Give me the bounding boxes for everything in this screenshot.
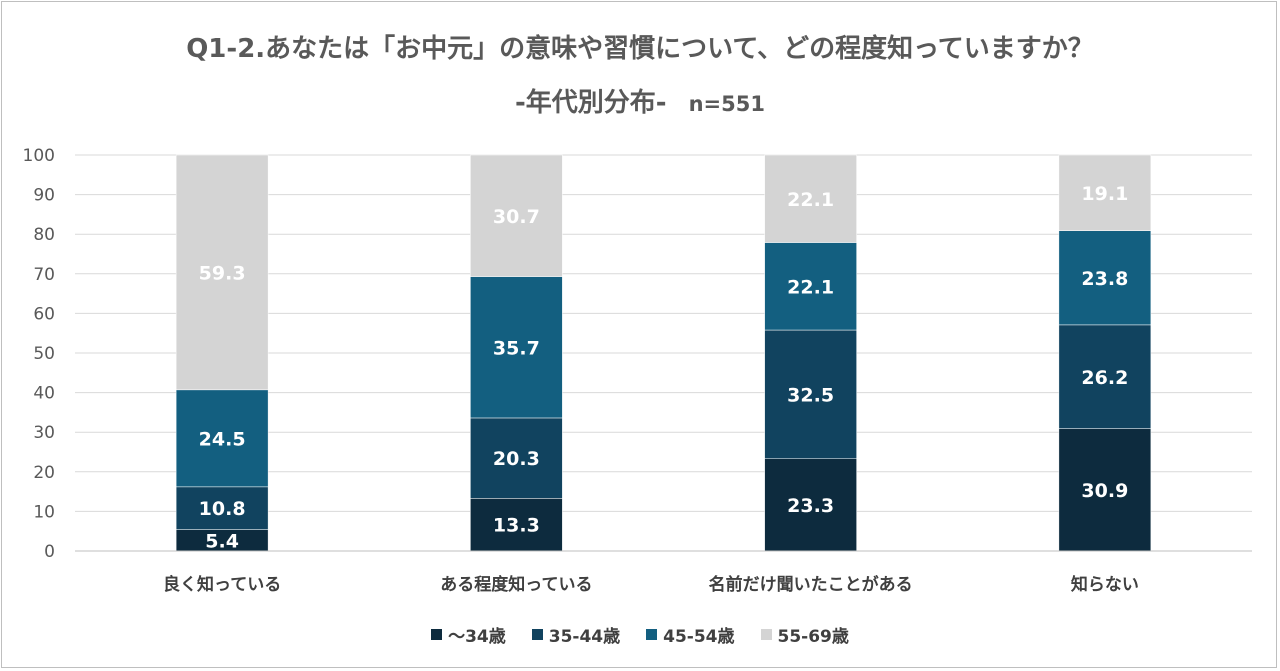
- data-label: 22.1: [787, 276, 834, 298]
- y-tick-label: 20: [33, 463, 55, 483]
- y-tick-label: 70: [33, 265, 55, 285]
- legend-label: 35-44歳: [548, 627, 621, 647]
- y-tick-label: 90: [33, 186, 55, 206]
- bar-segment: [470, 417, 563, 499]
- data-label: 32.5: [787, 384, 834, 406]
- legend-item: 55-69歳: [760, 622, 849, 647]
- data-label: 19.1: [1081, 183, 1128, 205]
- data-label: 20.3: [493, 448, 540, 470]
- legend-swatch: [531, 629, 543, 640]
- bar-segment: [175, 389, 269, 488]
- data-label: 23.8: [1081, 268, 1128, 290]
- legend: 〜34歳 35-44歳 45-54歳 55-69歳: [0, 622, 1280, 647]
- data-label: 23.3: [787, 495, 834, 517]
- y-tick-label: 50: [33, 344, 55, 364]
- legend-swatch: [646, 629, 658, 640]
- legend-item: 35-44歳: [531, 622, 621, 647]
- bar-segment: [1058, 230, 1152, 326]
- y-tick-label: 60: [33, 304, 55, 324]
- bar-segment: [1058, 428, 1152, 552]
- data-label: 22.1: [787, 189, 834, 211]
- bar-segment: [1058, 324, 1152, 429]
- legend-swatch: [760, 629, 772, 640]
- legend-swatch: [431, 629, 443, 640]
- legend-label: 45-54歳: [663, 627, 735, 647]
- data-label: 24.5: [199, 428, 246, 450]
- bar-segment: [1058, 154, 1152, 231]
- data-label: 59.3: [199, 262, 246, 284]
- x-tick-label: 知らない: [1070, 574, 1139, 595]
- data-label: 35.7: [493, 337, 540, 359]
- y-tick-label: 100: [23, 146, 55, 166]
- data-label: 30.9: [1081, 480, 1128, 502]
- chart-title: Q1-2.あなたは「お中元」の意味や習慣について、どの程度知っていますか？: [186, 34, 1094, 64]
- x-tick-label: ある程度知っている: [440, 574, 592, 595]
- subtitle-text: -年代別分布-: [515, 88, 667, 118]
- y-tick-label: 30: [33, 423, 55, 443]
- y-tick-label: 0: [44, 542, 55, 562]
- data-label: 26.2: [1081, 367, 1128, 389]
- data-label: 30.7: [493, 206, 540, 228]
- data-label: 10.8: [199, 498, 246, 520]
- bar-segment: [175, 154, 269, 391]
- bar-segment: [175, 486, 269, 530]
- y-tick-label: 10: [33, 502, 55, 522]
- bar-segment: [764, 329, 857, 459]
- legend-label: 55-69歳: [777, 627, 849, 647]
- data-label: 5.4: [205, 530, 239, 552]
- sample-size: n=551: [688, 92, 765, 116]
- bar-segment: [764, 154, 857, 243]
- bar-segment: [470, 276, 563, 419]
- y-tick-label: 80: [33, 225, 55, 245]
- legend-item: 〜34歳: [431, 622, 506, 647]
- legend-label: 〜34歳: [448, 627, 506, 647]
- bar-segment: [470, 498, 563, 552]
- data-label: 13.3: [493, 515, 540, 537]
- bar-segment: [764, 458, 857, 552]
- bar-segment: [470, 154, 563, 277]
- x-tick-label: 名前だけ聞いたことがある: [709, 574, 913, 595]
- x-tick-label: 良く知っている: [163, 574, 281, 595]
- y-tick-label: 40: [33, 384, 55, 404]
- legend-item: 45-54歳: [646, 622, 735, 647]
- chart-subtitle: -年代別分布-n=551: [0, 82, 1280, 119]
